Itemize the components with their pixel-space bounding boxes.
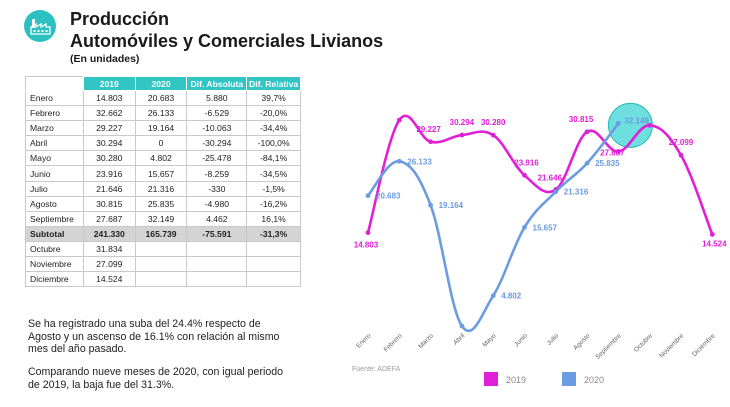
x-tick-label: Julio <box>546 332 561 347</box>
table-cell-month: Subtotal <box>25 225 84 242</box>
data-label-2020-Enero: 20.683 <box>376 192 401 201</box>
table-cell-month: Diciembre <box>25 271 84 288</box>
x-tick-label: Diciembre <box>691 332 717 358</box>
title-line-1: Producción <box>70 9 170 29</box>
labels-layer: 14.803 29.227 30.294 30.280 23.916 21.646 30.8… <box>354 115 727 301</box>
legend-swatch-2020 <box>562 372 576 386</box>
data-label-2019-Marzo: 29.227 <box>416 125 441 134</box>
data-label-2019-Julio: 21.646 <box>538 174 563 183</box>
page-subtitle: (En unidades) <box>70 53 140 65</box>
data-point-2019-Agosto <box>584 129 590 135</box>
legend-label-2019: 2019 <box>506 375 526 385</box>
table-subtotal-row: Subtotal 241.330 165.739 -75.591 -31,3% <box>25 225 301 242</box>
legend-swatch-2019 <box>484 372 498 386</box>
data-point-2020-Abril <box>459 323 465 329</box>
x-tick-label: Mayo <box>481 332 497 348</box>
chart-source: Fuente: ADEFA <box>352 366 401 373</box>
chart-legend: 2019 2020 <box>484 372 604 386</box>
data-point-2019-Mayo <box>490 132 496 138</box>
data-label-2020-Febrero: 26.133 <box>407 157 432 166</box>
x-tick-labels: Enero Febrero Marzo Abril Mayo Junio Julio Agos… <box>355 332 717 361</box>
table-row: Agosto 30.815 25.835 -4.980 -16,2% <box>25 195 301 212</box>
data-label-2019-Noviembre: 27.099 <box>669 138 694 147</box>
data-point-2019-Marzo <box>428 139 433 145</box>
table-row: Mayo 30.280 4.802 -25.478 -84,1% <box>25 150 301 167</box>
table-row: Septiembre 27.687 32.149 4.462 16,1% <box>25 210 301 227</box>
data-point-2019-Septiembre <box>616 149 621 154</box>
data-point-2020-Febrero <box>396 158 402 164</box>
data-label-2020-Septiembre: 32.149 <box>624 116 649 125</box>
table-header-month <box>25 76 84 91</box>
lines-layer <box>366 114 714 333</box>
table-row: Abril 30.294 0 -30.294 -100,0% <box>25 135 301 152</box>
factory-icon <box>30 19 51 35</box>
data-label-2019-Enero: 14.803 <box>354 241 379 250</box>
table-row: Diciembre 14.524 <box>25 271 301 288</box>
series-line-2019 <box>366 114 714 236</box>
x-tick-label: Junio <box>513 332 529 348</box>
production-table: 2019 2020 Dif. Absoluta Dif. Relativa En… <box>25 76 301 288</box>
data-point-2020-Marzo <box>428 202 433 208</box>
table-row: Julio 21.646 21.316 -330 -1,5% <box>25 180 301 197</box>
x-tick-label: Agosto <box>572 332 592 352</box>
note-paragraph-1: Se ha registrado una suba del 24.4% resp… <box>28 318 280 355</box>
data-label-2020-Agosto: 25.835 <box>595 159 620 168</box>
data-label-2019-Septiembre: 27.687 <box>600 148 625 157</box>
x-tick-label: Septiembre <box>594 332 623 361</box>
data-label-2019-Agosto: 30.815 <box>569 115 594 124</box>
data-point-2019-Abril <box>459 132 465 138</box>
data-label-2020-Junio: 15.657 <box>533 223 558 232</box>
data-label-2019-Mayo: 30.280 <box>481 118 506 127</box>
table-cell: 241.330 <box>82 225 136 242</box>
data-point-2020-Junio <box>522 224 527 230</box>
data-label-2020-Mayo: 4.802 <box>501 292 522 301</box>
data-point-2020-Agosto <box>584 160 590 166</box>
table-row: Octubre 31.834 <box>25 240 301 258</box>
table-cell <box>246 271 301 288</box>
data-point-2020-Julio <box>553 189 559 195</box>
title-line-2: Automóviles y Comerciales Livianos <box>70 31 384 51</box>
factory-logo <box>24 10 56 42</box>
table-row: Marzo 29.227 19.164 -10.063 -34,4% <box>25 120 301 137</box>
table-cell: -16,2% <box>246 195 301 212</box>
table-row: Enero 14.803 20.683 5.880 39,7% <box>25 89 301 107</box>
x-tick-label: Octubre <box>633 332 655 354</box>
legend-label-2020: 2020 <box>584 375 604 385</box>
points-layer <box>365 117 715 329</box>
data-label-2020-Julio: 21.316 <box>564 188 589 197</box>
table-cell: -31,3% <box>246 225 301 242</box>
data-label-2019-Abril: 30.294 <box>450 118 475 127</box>
table-cell: 16,1% <box>246 210 301 227</box>
table-cell: 14.524 <box>82 271 136 288</box>
data-point-2019-Diciembre <box>709 232 715 237</box>
data-point-2020-Septiembre <box>616 120 621 126</box>
data-label-2020-Marzo: 19.164 <box>439 201 464 210</box>
data-point-2019-Enero <box>365 230 371 236</box>
table-header-rel-diff: Dif. Relativa <box>246 76 301 91</box>
page-title: Producción Automóviles y Comerciales Liv… <box>70 8 383 52</box>
x-tick-label: Abril <box>452 332 467 347</box>
x-tick-label: Febrero <box>383 332 404 353</box>
data-point-2019-Octubre <box>647 122 653 128</box>
x-tick-label: Marzo <box>417 332 435 350</box>
data-point-2019-Febrero <box>396 117 402 123</box>
series-line-2020 <box>366 122 620 333</box>
data-label-2019-Diciembre: 14.524 <box>702 239 727 248</box>
x-tick-label: Enero <box>355 332 372 349</box>
table-header-abs-diff: Dif. Absoluta <box>186 76 248 91</box>
table-row: Febrero 32.662 26.133 -6.529 -20,0% <box>25 105 301 122</box>
data-point-2019-Junio <box>522 172 527 178</box>
table-cell: -75.591 <box>186 225 248 242</box>
table-body: Enero 14.803 20.683 5.880 39,7% Febrero 32.662… <box>25 89 301 288</box>
data-point-2020-Mayo <box>490 293 496 299</box>
note-paragraph-2: Comparando nueve meses de 2020, con igua… <box>28 366 284 391</box>
data-point-2020-Enero <box>365 193 371 199</box>
data-label-2019-Junio: 23.916 <box>514 158 539 167</box>
x-tick-label: Noviembre <box>658 332 685 359</box>
table-row: Noviembre 27.099 <box>25 256 301 273</box>
data-point-2019-Noviembre <box>678 152 684 158</box>
